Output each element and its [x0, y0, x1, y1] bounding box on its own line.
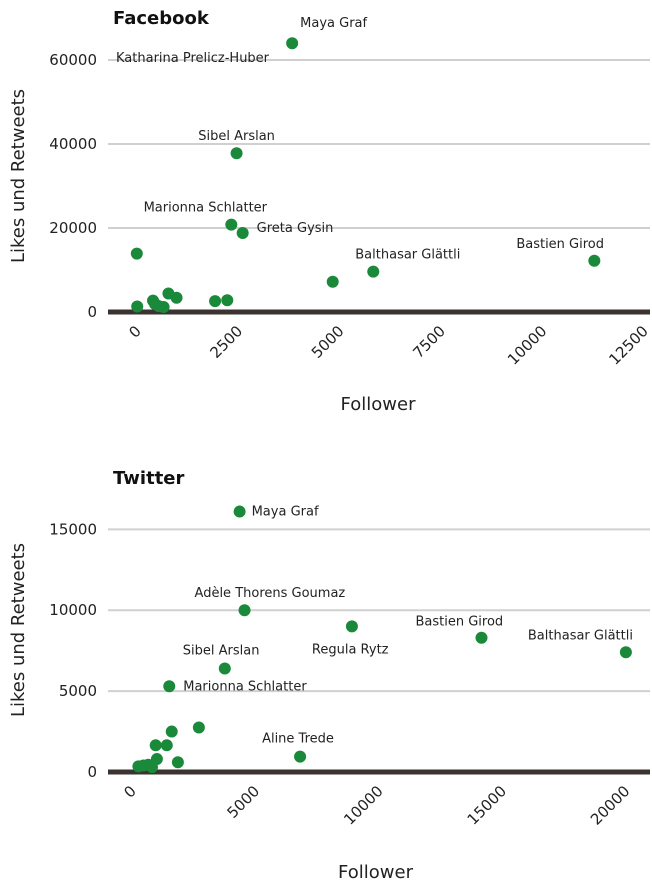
data-point: [145, 761, 158, 774]
x-tick-label: 2500: [206, 322, 246, 362]
point-label: Maya Graf: [252, 505, 319, 520]
chart-panel-facebook: Facebook 0 20000 40000 60000 0 2500 5000 7500 100…: [8, 8, 652, 415]
x-tick-label: 10000: [340, 782, 386, 828]
y-tick-label: 20000: [49, 219, 97, 237]
x-axis-title: Follower: [341, 394, 417, 415]
point-label: Sibel Arslan: [183, 643, 260, 658]
point-label: Sibel Arslan: [198, 129, 275, 144]
x-tick-label: 15000: [464, 782, 510, 828]
x-tick-label: 12500: [605, 322, 651, 368]
data-point: [130, 247, 143, 260]
x-tick-label: 0: [120, 782, 139, 801]
data-point: [238, 604, 251, 617]
data-point: [619, 646, 632, 659]
data-point: [209, 295, 222, 308]
x-tick-label: 7500: [409, 322, 449, 362]
point-label: Marionna Schlatter: [144, 201, 268, 216]
point-label: Aline Trede: [262, 732, 334, 747]
y-tick-label: 60000: [49, 51, 97, 69]
chart-title: Facebook: [113, 8, 210, 29]
data-point: [157, 300, 170, 313]
chart-panel-twitter: Twitter 0 5000 10000 15000 0 5000 10000 15000 200…: [8, 468, 650, 883]
point-label: Balthasar Glättli: [355, 248, 460, 263]
point-label: Marionna Schlatter: [183, 679, 307, 694]
data-point: [225, 218, 238, 231]
data-point: [233, 505, 246, 518]
data-point: [160, 739, 173, 752]
data-point: [588, 254, 601, 267]
chart-title: Twitter: [113, 468, 185, 489]
data-point: [163, 680, 176, 693]
y-tick-label: 10000: [49, 601, 97, 619]
data-point: [218, 662, 231, 675]
x-tick-label: 5000: [308, 322, 348, 362]
data-point: [230, 147, 243, 160]
x-axis-title: Follower: [338, 862, 414, 883]
y-tick-label: 40000: [49, 135, 97, 153]
data-point: [475, 631, 488, 644]
data-point: [286, 37, 299, 50]
x-tick-label: 0: [125, 322, 144, 341]
data-point: [326, 275, 339, 288]
y-axis-title: Likes und Retweets: [8, 89, 29, 263]
data-point: [221, 294, 234, 307]
data-point: [236, 227, 249, 240]
annotation-label: Katharina Prelicz-Huber: [116, 51, 270, 66]
data-point: [367, 265, 380, 278]
x-tick-label: 10000: [504, 322, 550, 368]
data-point: [170, 291, 183, 304]
data-point: [165, 725, 178, 738]
point-label: Bastien Girod: [415, 615, 503, 630]
point-label: Adèle Thorens Goumaz: [195, 586, 346, 601]
y-axis-title: Likes und Retweets: [8, 543, 29, 717]
data-point: [131, 300, 144, 313]
x-tick-label: 20000: [587, 782, 633, 828]
y-tick-label: 0: [87, 303, 97, 321]
y-tick-label: 15000: [49, 520, 97, 538]
data-point: [294, 750, 307, 763]
data-point: [345, 620, 358, 633]
point-label: Greta Gysin: [257, 221, 334, 236]
point-label: Regula Rytz: [312, 642, 389, 657]
data-point: [192, 721, 205, 734]
data-point: [149, 739, 162, 752]
data-point: [171, 756, 184, 769]
point-label: Bastien Girod: [516, 237, 604, 252]
y-tick-label: 0: [87, 763, 97, 781]
y-tick-label: 5000: [59, 682, 97, 700]
x-tick-label: 5000: [224, 782, 264, 822]
point-label: Balthasar Glättli: [528, 628, 633, 643]
point-label: Maya Graf: [300, 16, 367, 31]
